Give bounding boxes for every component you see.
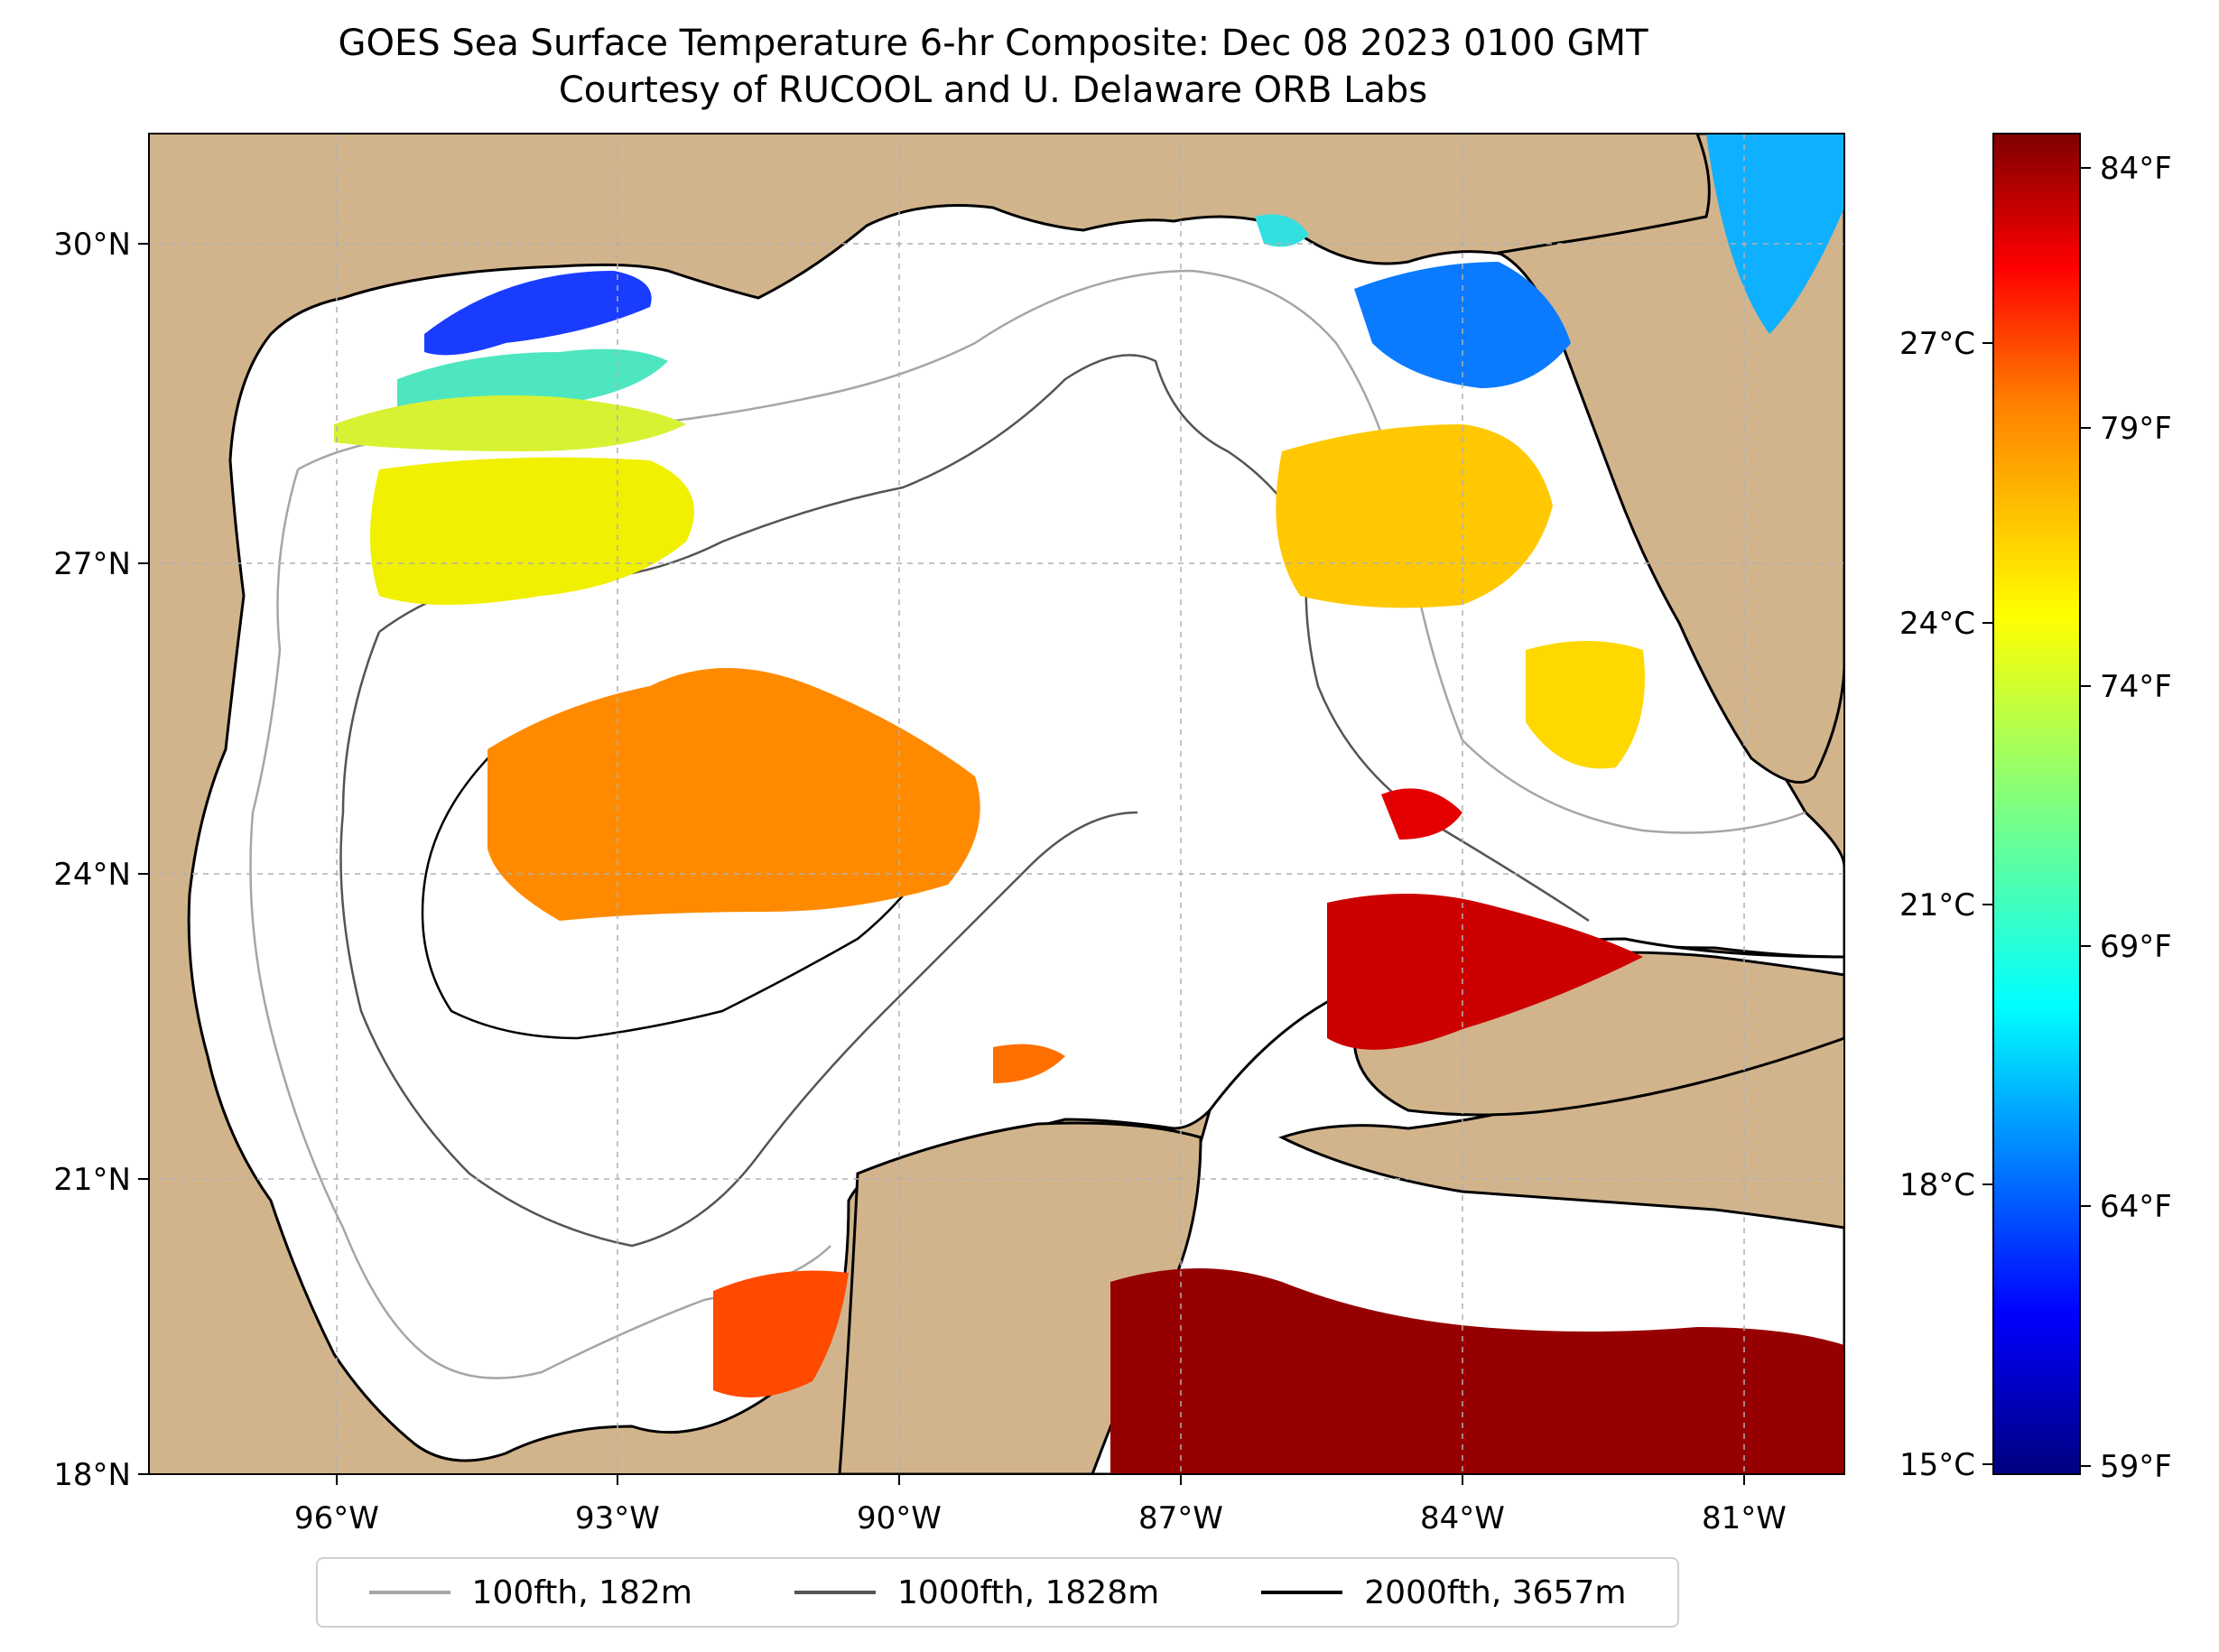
sst-patch-caribbean-darkred [1110,1268,1844,1474]
legend-item-100fth: 100fth, 182m [368,1573,692,1611]
celsius-tick-label: 21°C [1899,887,1975,923]
lon-tick-label: 84°W [1420,1500,1505,1536]
celsius-tick-label: 15°C [1899,1447,1975,1483]
map-panel [149,134,1844,1474]
lon-tick-label: 90°W [857,1500,942,1536]
fahrenheit-tick-label: 74°F [2100,669,2172,705]
colorbar [1992,133,2081,1475]
lon-tick-label: 87°W [1138,1500,1223,1536]
graticule [149,134,1844,1474]
lat-tick-label: 18°N [53,1457,131,1493]
sst-patch-florida-atlantic [1706,134,1844,334]
sst-patch-cuba-red [1327,894,1643,1050]
contour-100fth-west [249,469,831,1379]
fahrenheit-tick-label: 59°F [2100,1449,2172,1485]
legend-label: 2000fth, 3657m [1364,1573,1627,1611]
lon-tick-marks [336,1474,1745,1485]
lat-tick-label: 27°N [53,546,131,582]
contour-1000fth-south [339,631,1138,1248]
contour-1000fth [378,354,1590,923]
lon-tick-label: 93°W [575,1500,660,1536]
sst-patch-ne-blue [1354,262,1571,388]
sst-patch-nw-cyan [397,348,668,411]
sst-patch-ne-cyan [1255,214,1309,247]
celsius-tick-label: 27°C [1899,326,1975,362]
map-frame [148,133,1845,1475]
legend-item-1000fth: 1000fth, 1828m [794,1574,1159,1611]
sst-patch-nw-blue [424,271,652,356]
chart-subtitle: Courtesy of RUCOOL and U. Delaware ORB L… [558,70,1428,111]
sst-patch-texas-yellow [370,457,694,605]
lon-tick-label: 96°W [294,1500,379,1536]
sst-patch-yucatan-orange [713,1270,849,1397]
fahrenheit-tick-label: 64°F [2100,1189,2172,1225]
sst-patch-nw-yellow [334,395,686,451]
celsius-tick-marks [1982,342,1993,1465]
fahrenheit-tick-label: 79°F [2100,411,2172,447]
contour-legend: 100fth, 182m 1000fth, 1828m 2000fth, 365… [316,1557,1679,1628]
lat-tick-label: 24°N [53,857,131,893]
fahrenheit-tick-marks [2080,167,2091,1467]
legend-swatch-1000fth [794,1591,876,1594]
sst-patch-keys-yellow [1526,641,1645,769]
celsius-tick-label: 18°C [1899,1167,1975,1203]
sst-patch-campeche-orange [993,1044,1065,1083]
legend-swatch-2000fth [1261,1591,1343,1594]
sst-patch-florida-shelf [1276,424,1553,608]
legend-swatch-100fth [368,1591,450,1594]
celsius-tick-label: 24°C [1899,606,1975,642]
lat-tick-label: 30°N [53,227,131,263]
legend-label: 100fth, 182m [471,1573,692,1611]
sst-patch-se-red [1381,788,1462,840]
legend-label: 1000fth, 1828m [897,1573,1160,1611]
sst-patch-central-orange [487,668,980,921]
lat-tick-marks [138,243,149,1475]
legend-item-2000fth: 2000fth, 3657m [1261,1574,1626,1611]
chart-title: GOES Sea Surface Temperature 6-hr Compos… [338,23,1648,64]
fahrenheit-tick-label: 84°F [2100,151,2172,187]
fahrenheit-tick-label: 69°F [2100,929,2172,965]
lon-tick-label: 81°W [1702,1500,1787,1536]
lat-tick-label: 21°N [53,1162,131,1198]
